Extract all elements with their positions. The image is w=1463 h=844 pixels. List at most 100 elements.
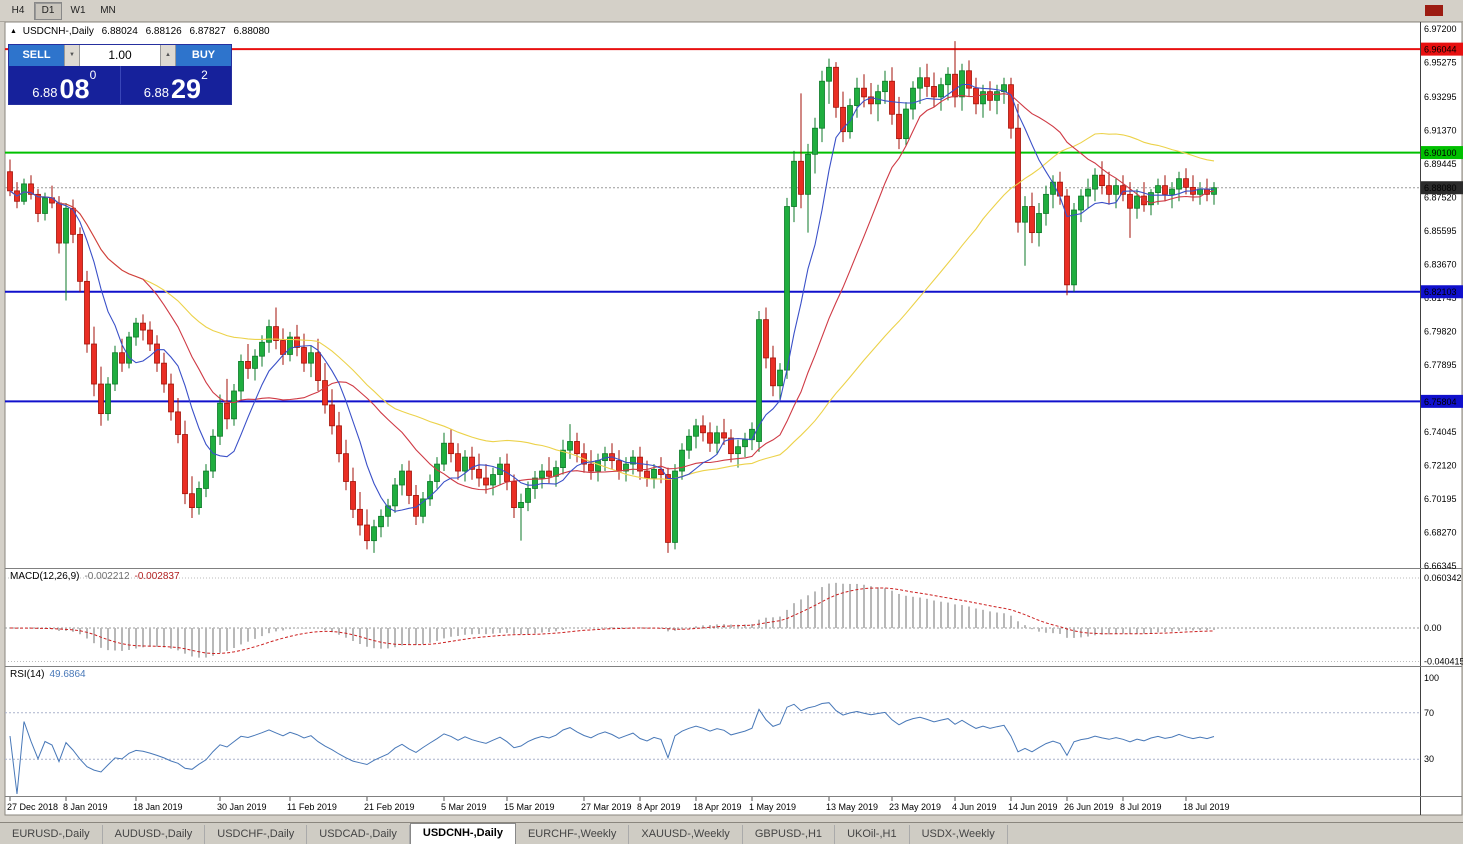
candle-body [931, 86, 937, 98]
price-tick-label: 6.83670 [1424, 259, 1457, 269]
tab-eurchf-weekly[interactable]: EURCHF-,Weekly [516, 825, 630, 844]
candle-body [819, 80, 825, 129]
candle-body [196, 488, 202, 509]
tab-usdcnh-daily[interactable]: USDCNH-,Daily [409, 823, 516, 844]
symbol-label: USDCNH-,Daily [22, 26, 94, 37]
candle-body [105, 383, 111, 415]
candle-body [1099, 174, 1105, 187]
date-label: 21 Feb 2019 [364, 802, 415, 812]
candle-body [833, 66, 839, 108]
level-marker-label: 6.96044 [1424, 45, 1457, 55]
date-label: 18 Jul 2019 [1183, 802, 1230, 812]
candle-body [28, 183, 34, 195]
date-label: 27 Mar 2019 [581, 802, 632, 812]
tab-gbpusd-h1[interactable]: GBPUSD-,H1 [743, 825, 836, 844]
tab-xauusd-weekly[interactable]: XAUUSD-,Weekly [629, 825, 743, 844]
buy-button[interactable]: BUY [176, 45, 231, 66]
candle-body [182, 434, 188, 495]
tab-audusd-daily[interactable]: AUDUSD-,Daily [103, 825, 206, 844]
candle-body [882, 80, 888, 93]
candle-body [1043, 193, 1049, 214]
buy-price-display[interactable]: 6.88 29 2 [121, 66, 232, 104]
candle-body [1169, 188, 1175, 195]
ma-line-8 [9, 83, 1215, 512]
candle-body [1001, 84, 1007, 93]
candle-body [553, 467, 559, 477]
candle-body [924, 77, 930, 87]
expand-icon[interactable]: ▲ [10, 28, 17, 35]
candle-body [462, 456, 468, 472]
ask-point: 2 [201, 68, 208, 82]
moving-average-lines [9, 83, 1215, 512]
level-marker-label: 6.90100 [1424, 148, 1457, 158]
ask-main: 6.88 [143, 84, 170, 100]
candle-body [1134, 195, 1140, 209]
candle-body [35, 193, 41, 214]
price-tick-label: 6.93295 [1424, 92, 1457, 102]
candle-body [693, 425, 699, 437]
chart-tabs-bar: EURUSD-,Daily AUDUSD-,Daily USDCHF-,Dail… [0, 822, 1463, 844]
date-label: 5 Mar 2019 [441, 802, 487, 812]
tab-eurusd-daily[interactable]: EURUSD-,Daily [0, 825, 103, 844]
toolbar: H4 D1 W1 MN [0, 0, 1463, 22]
sell-price-display[interactable]: 6.88 08 0 [9, 66, 121, 104]
tab-usdcad-daily[interactable]: USDCAD-,Daily [307, 825, 410, 844]
price-tick-label: 6.97200 [1424, 24, 1457, 34]
candle-body [672, 470, 678, 543]
candle-body [560, 449, 566, 468]
price-tick-label: 6.68270 [1424, 527, 1457, 537]
current-price-marker [1421, 181, 1463, 195]
tab-ukoil-h1[interactable]: UKOil-,H1 [835, 825, 910, 844]
candle-body [938, 84, 944, 98]
rsi-panel [5, 702, 1420, 795]
rsi-axis-label: 100 [1424, 673, 1439, 683]
candle-body [777, 369, 783, 387]
candle-body [917, 77, 923, 89]
candle-body [273, 326, 279, 341]
sell-button[interactable]: SELL [9, 45, 64, 66]
date-label: 23 May 2019 [889, 802, 941, 812]
trade-prices-row: 6.88 08 0 6.88 29 2 [9, 66, 231, 104]
candle-body [595, 460, 601, 472]
candle-body [1176, 178, 1182, 190]
candle-body [812, 127, 818, 155]
candle-body [1148, 192, 1154, 206]
price-tick-label: 6.91370 [1424, 125, 1457, 135]
timeframe-mn-button[interactable]: MN [94, 1, 122, 20]
candle-body [1155, 185, 1161, 193]
candle-body [532, 477, 538, 489]
candle-body [980, 91, 986, 105]
macd-name: MACD(12,26,9) [10, 571, 80, 582]
candle-body [259, 341, 265, 357]
volume-input[interactable]: 1.00 [80, 45, 160, 66]
candle-body [889, 80, 895, 115]
tab-usdx-weekly[interactable]: USDX-,Weekly [910, 825, 1008, 844]
volume-decrease-button[interactable]: ▼ [64, 45, 80, 66]
candle-body [245, 361, 251, 369]
rsi-line [9, 702, 1215, 795]
candle-body [252, 355, 258, 369]
candle-body [112, 352, 118, 385]
volume-increase-button[interactable]: ▲ [160, 45, 176, 66]
date-label: 18 Jan 2019 [133, 802, 183, 812]
candle-body [1162, 185, 1168, 195]
timeframe-d1-button[interactable]: D1 [34, 1, 62, 20]
candle-body [266, 326, 272, 343]
candle-body [441, 442, 447, 465]
candle-body [987, 91, 993, 101]
candle-body [1015, 127, 1021, 223]
tab-usdchf-daily[interactable]: USDCHF-,Daily [205, 825, 308, 844]
candle-body [994, 91, 1000, 101]
candle-body [840, 106, 846, 133]
candle-body [1120, 185, 1126, 195]
candle-body [959, 70, 965, 98]
candle-body [574, 441, 580, 455]
timeframe-h4-button[interactable]: H4 [4, 1, 32, 20]
candle-body [483, 477, 489, 486]
date-label: 18 Apr 2019 [693, 802, 742, 812]
candle-body [84, 280, 90, 345]
candle-body [364, 524, 370, 542]
timeframe-w1-button[interactable]: W1 [64, 1, 92, 20]
candle-body [1008, 84, 1014, 129]
